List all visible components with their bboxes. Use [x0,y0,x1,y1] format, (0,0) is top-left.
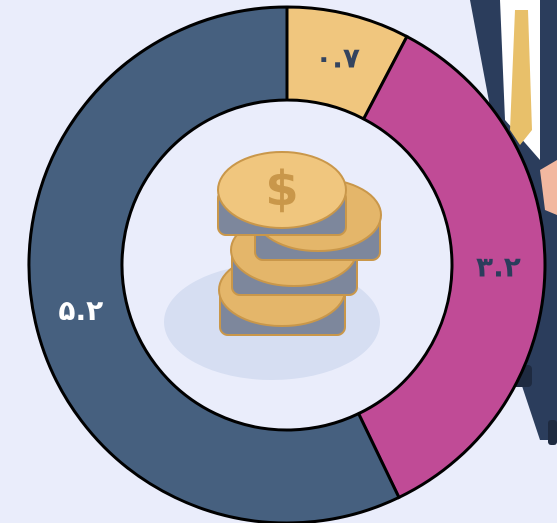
data-label: ۳.۲ [476,251,521,284]
coin-symbol: $ [265,161,298,217]
page: {"chart_data": {"type": "donut", "values… [0,0,557,523]
chart: ۰.۷ ۳.۲ ۵.۲ $ [0,0,557,523]
data-label: ۰.۷ [315,42,360,75]
data-label: ۵.۲ [58,294,103,327]
